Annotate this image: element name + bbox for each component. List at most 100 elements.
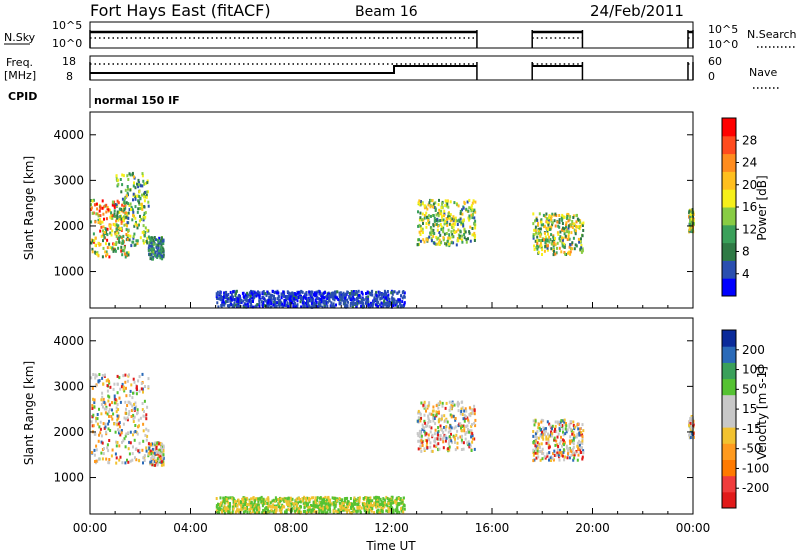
power-data-cell <box>375 298 378 301</box>
velocity-data-cell <box>307 498 310 502</box>
velocity-data-cell <box>274 496 277 500</box>
velocity-data-cell <box>420 449 423 453</box>
power-data-cell <box>570 231 573 235</box>
velocity-data-cell <box>113 401 116 405</box>
velocity-data-cell <box>151 447 154 451</box>
velocity-data-cell <box>435 410 438 414</box>
velocity-data-cell <box>266 497 269 501</box>
velocity-data-cell <box>556 451 559 455</box>
power-data-cell <box>219 290 222 294</box>
velocity-data-cell <box>140 382 143 385</box>
velocity-data-cell <box>436 437 439 441</box>
power-data-cell <box>133 232 136 236</box>
velocity-data-cell <box>422 403 425 407</box>
velocity-data-cell <box>215 497 218 500</box>
velocity-data-cell <box>438 437 441 441</box>
power-data-cell <box>359 296 362 299</box>
velocity-data-cell <box>576 423 579 426</box>
power-data-cell <box>581 247 584 251</box>
power-data-cell <box>467 216 470 220</box>
velocity-data-cell <box>306 504 308 508</box>
power-data-cell <box>387 293 390 297</box>
velocity-data-cell <box>122 387 125 391</box>
power-data-cell <box>442 236 445 240</box>
velocity-data-cell <box>125 432 128 436</box>
power-data-cell <box>302 304 305 308</box>
velocity-data-cell <box>418 439 421 443</box>
power-data-cell <box>125 228 128 232</box>
velocity-data-cell <box>470 435 473 439</box>
power-data-cell <box>563 232 566 236</box>
power-data-cell <box>95 212 98 216</box>
velocity-data-cell <box>231 511 234 514</box>
velocity-data-cell <box>236 504 239 507</box>
power-data-cell <box>372 300 375 304</box>
velocity-data-cell <box>580 431 583 435</box>
power-data-cell <box>113 200 116 204</box>
velocity-data-cell <box>423 419 426 423</box>
velocity-data-cell <box>689 417 692 421</box>
velocity-data-cell <box>162 449 165 453</box>
velocity-data-cell <box>98 433 100 437</box>
power-data-cell <box>276 301 278 305</box>
velocity-data-cell <box>560 435 562 439</box>
power-data-cell <box>230 297 233 301</box>
velocity-data-cell <box>383 501 386 505</box>
velocity-data-cell <box>135 405 138 409</box>
power-data-cell <box>303 295 305 299</box>
velocity-data-cell <box>102 382 105 386</box>
velocity-data-cell <box>121 440 123 444</box>
velocity-data-cell <box>113 422 115 426</box>
power-data-cell <box>349 298 352 301</box>
velocity-data-cell <box>275 498 278 502</box>
power-data-cell <box>225 300 228 304</box>
power-data-cell <box>580 237 582 241</box>
velocity-data-cell <box>133 406 136 410</box>
velocity-data-cell <box>360 506 363 510</box>
power-data-cell <box>467 209 470 213</box>
velocity-data-cell <box>401 506 404 510</box>
velocity-data-cell <box>156 463 159 467</box>
power-data-cell <box>129 173 132 177</box>
velocity-data-cell <box>293 502 296 506</box>
velocity-data-cell <box>366 504 369 508</box>
velocity-colorbar-segment <box>722 410 736 428</box>
power-data-cell <box>337 298 340 301</box>
power-data-cell <box>551 212 554 216</box>
velocity-data-cell <box>423 449 426 452</box>
velocity-data-cell <box>545 437 548 441</box>
power-data-cell <box>474 210 477 214</box>
power-data-cell <box>140 202 143 206</box>
power-data-cell <box>231 295 234 299</box>
power-data-cell <box>572 216 575 219</box>
power-data-cell <box>307 300 310 304</box>
velocity-data-cell <box>161 455 164 459</box>
velocity-data-cell <box>264 507 267 511</box>
velocity-data-cell <box>162 456 165 460</box>
power-data-cell <box>157 243 160 247</box>
power-data-cell <box>292 295 295 299</box>
power-data-cell <box>265 294 268 297</box>
power-data-cell <box>127 187 129 191</box>
power-data-cell <box>545 226 548 230</box>
power-data-cell <box>103 217 105 221</box>
power-data-cell <box>459 217 462 221</box>
power-data-cell <box>127 233 130 237</box>
power-data-cell <box>247 304 250 308</box>
power-data-cell <box>261 304 264 308</box>
power-data-cell <box>539 244 541 248</box>
power-data-cell <box>136 223 139 227</box>
power-data-cell <box>139 197 142 201</box>
velocity-data-cell <box>456 402 459 406</box>
velocity-data-cell <box>219 496 222 500</box>
power-data-cell <box>324 302 327 305</box>
velocity-data-cell <box>454 448 457 452</box>
velocity-data-cell <box>422 426 425 430</box>
power-data-cell <box>547 244 549 248</box>
power-data-cell <box>392 298 395 302</box>
power-data-cell <box>293 292 296 295</box>
velocity-data-cell <box>100 402 103 406</box>
power-data-cell <box>233 289 236 293</box>
velocity-data-cell <box>466 441 469 445</box>
velocity-data-cell <box>533 458 536 462</box>
